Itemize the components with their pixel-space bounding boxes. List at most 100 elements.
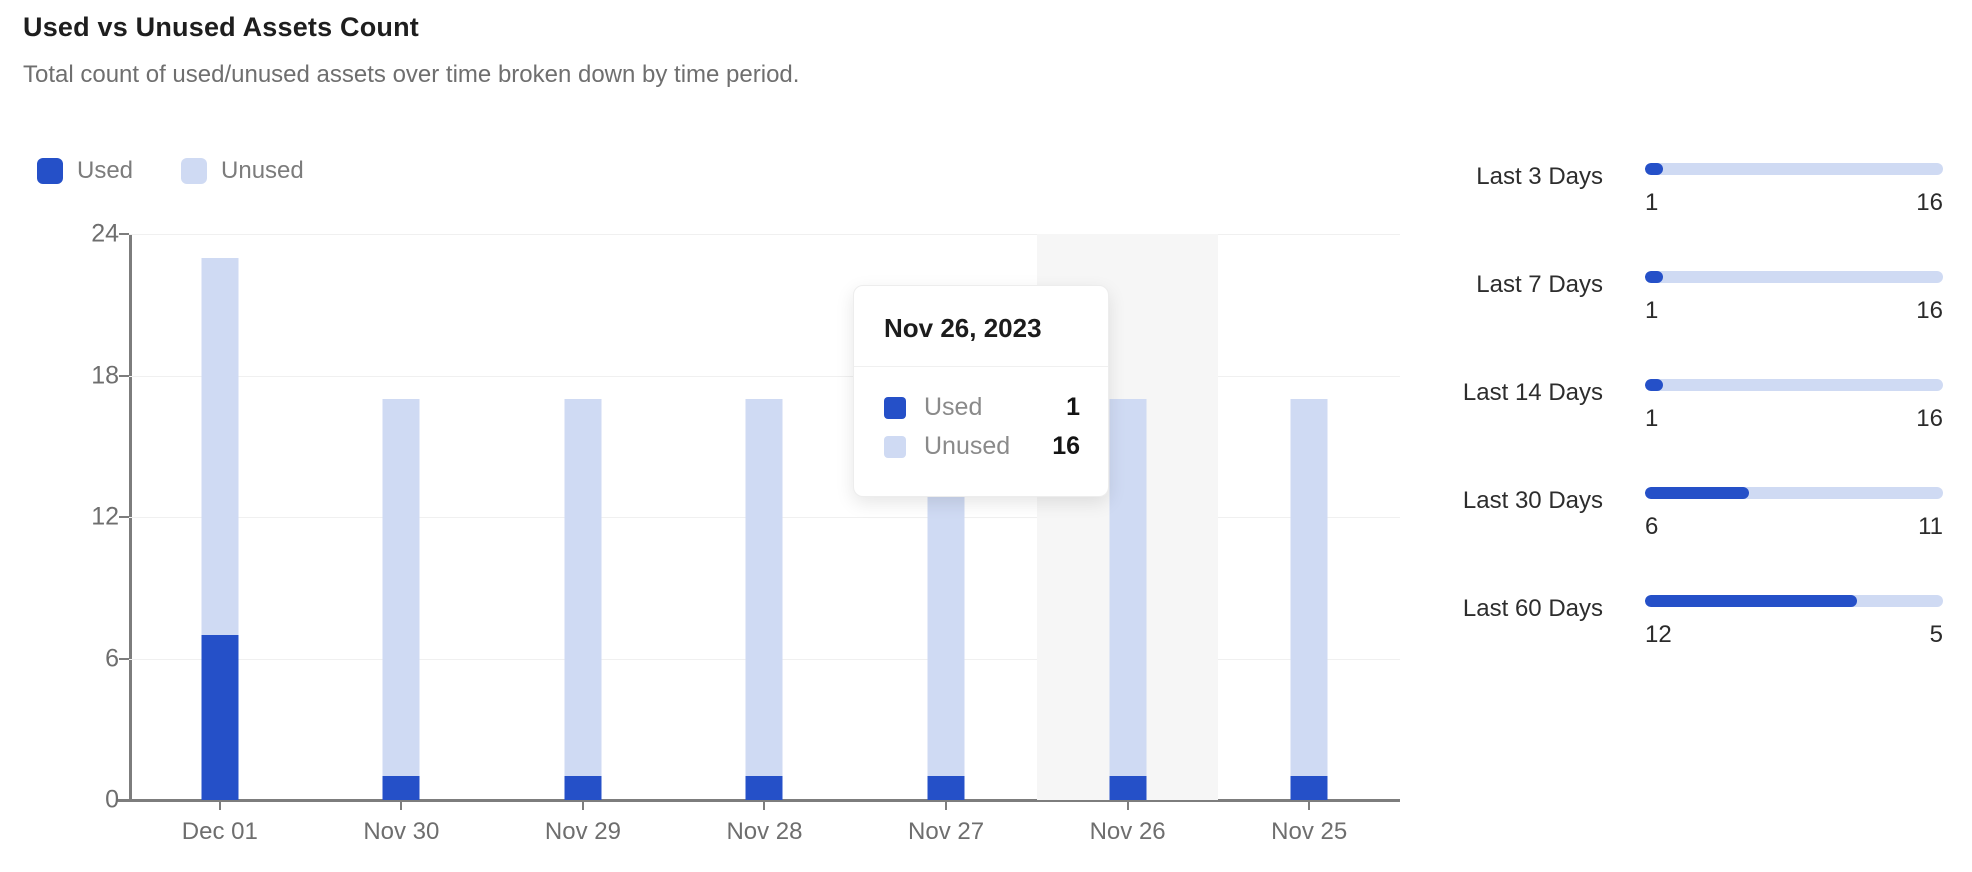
progress-fill (1645, 379, 1663, 391)
tooltip-series-label: Used (924, 393, 983, 421)
x-axis-label: Nov 25 (1271, 818, 1348, 845)
chart-column-nov-25[interactable]: Nov 25 (1218, 234, 1400, 845)
unused-count-value: 16 (1916, 189, 1943, 216)
chart-column-dec-01[interactable]: Dec 01 (129, 234, 311, 845)
progress-fill (1645, 271, 1663, 283)
tooltip-row-unused: Unused 16 (884, 432, 1080, 461)
summary-bar-wrap: 1 16 (1645, 366, 1943, 433)
bar-segment-used (201, 634, 239, 800)
progress-values: 1 16 (1645, 405, 1943, 433)
unused-count-value: 16 (1916, 405, 1943, 432)
progress-fill (1645, 487, 1750, 499)
summary-period-label: Last 3 Days (1476, 163, 1603, 190)
unused-count-value: 16 (1916, 297, 1943, 324)
chart-column-nov-29[interactable]: Nov 29 (492, 234, 674, 845)
bar-segment-unused (564, 399, 602, 777)
stacked-bar[interactable] (1290, 399, 1328, 800)
unused-count-value: 5 (1929, 621, 1943, 648)
bar-segment-unused (1290, 399, 1328, 777)
progress-values: 6 11 (1645, 513, 1943, 541)
y-axis-label: 24 (91, 219, 119, 248)
legend-label: Used (77, 157, 134, 184)
legend-item-unused[interactable]: Unused (181, 157, 304, 185)
legend-swatch-icon (37, 158, 63, 184)
bar-segment-unused (382, 399, 420, 777)
tooltip-swatch-icon (884, 396, 906, 419)
x-axis-line (117, 799, 1400, 802)
used-count-value: 6 (1645, 513, 1659, 540)
legend-item-used[interactable]: Used (37, 157, 133, 185)
legend-swatch-icon (181, 158, 208, 184)
progress-track (1645, 487, 1943, 499)
tooltip-date: Nov 26, 2023 (854, 286, 1108, 367)
summary-bar-wrap: 1 16 (1645, 258, 1943, 325)
x-axis-tick (1308, 801, 1311, 810)
summary-row-last-7-days: Last 7 Days 1 16 (1403, 258, 1943, 325)
stacked-bar[interactable] (201, 257, 239, 800)
y-axis-label: 12 (91, 502, 119, 531)
y-axis-tick (119, 657, 129, 660)
progress-fill (1645, 163, 1663, 175)
summary-period-label: Last 30 Days (1462, 487, 1603, 514)
stacked-bar[interactable] (382, 399, 420, 800)
stacked-bar[interactable] (745, 399, 783, 800)
summary-row-last-30-days: Last 30 Days 6 11 (1403, 474, 1943, 541)
used-count-value: 12 (1645, 621, 1672, 648)
legend-label: Unused (221, 157, 304, 184)
chart-tooltip: Nov 26, 2023 Used 1 Unused 16 (853, 285, 1109, 497)
y-axis-tick (119, 516, 129, 518)
progress-values: 1 16 (1645, 297, 1943, 325)
summary-row-last-3-days: Last 3 Days 1 16 (1403, 150, 1943, 217)
tooltip-row-used: Used 1 (884, 393, 1080, 422)
progress-track (1645, 379, 1943, 391)
x-axis-label: Nov 29 (544, 818, 621, 845)
bar-segment-used (1109, 776, 1147, 800)
bar-segment-used (927, 776, 965, 800)
x-axis-tick (218, 801, 221, 810)
x-axis-label: Nov 27 (908, 818, 985, 845)
tooltip-body: Used 1 Unused 16 (854, 367, 1108, 487)
page-subtitle: Total count of used/unused assets over t… (23, 61, 800, 88)
x-axis-label: Nov 30 (363, 818, 440, 845)
gridline-24 (129, 234, 1400, 235)
bar-segment-used (745, 776, 783, 800)
x-axis-tick (763, 801, 766, 810)
y-axis-label: 18 (91, 361, 119, 389)
x-axis-label: Nov 28 (726, 818, 803, 845)
bar-segment-used (564, 776, 602, 800)
page-title: Used vs Unused Assets Count (23, 12, 419, 42)
x-axis-tick (400, 801, 403, 810)
tooltip-series-value: 16 (1052, 432, 1080, 460)
tooltip-swatch-icon (884, 435, 906, 458)
summary-period-label: Last 14 Days (1462, 379, 1603, 406)
stacked-bar[interactable] (564, 399, 602, 800)
y-axis-tick (119, 233, 129, 235)
summary-bar-wrap: 6 11 (1645, 474, 1943, 541)
unused-count-value: 11 (1918, 513, 1943, 540)
y-axis-tick (119, 374, 129, 377)
bar-segment-unused (1109, 399, 1147, 777)
bar-chart-plot-area: 0 6 12 18 24 Dec 01 Nov 30 Nov 29 Nov 28 Nov 27 No… (91, 220, 1400, 845)
used-count-value: 1 (1645, 189, 1659, 216)
progress-values: 1 16 (1645, 189, 1943, 217)
x-axis-tick (945, 801, 948, 810)
summary-row-last-14-days: Last 14 Days 1 16 (1403, 366, 1943, 433)
summary-row-last-60-days: Last 60 Days 12 5 (1403, 582, 1943, 649)
progress-fill (1645, 595, 1857, 607)
y-axis-label: 6 (105, 644, 119, 672)
summary-bar-wrap: 1 16 (1645, 150, 1943, 217)
x-axis-tick (581, 801, 584, 810)
x-axis-label: Dec 01 (181, 818, 258, 845)
chart-column-nov-28[interactable]: Nov 28 (674, 234, 856, 845)
progress-track (1645, 595, 1943, 607)
stacked-bar[interactable] (1109, 399, 1147, 800)
summary-period-label: Last 60 Days (1462, 595, 1603, 622)
chart-column-nov-30[interactable]: Nov 30 (311, 234, 493, 845)
x-axis-label: Nov 26 (1089, 818, 1166, 845)
progress-values: 12 5 (1645, 621, 1943, 649)
summary-period-label: Last 7 Days (1476, 271, 1603, 298)
x-axis-tick (1126, 801, 1129, 810)
progress-track (1645, 271, 1943, 283)
bar-segment-used (1290, 776, 1328, 800)
